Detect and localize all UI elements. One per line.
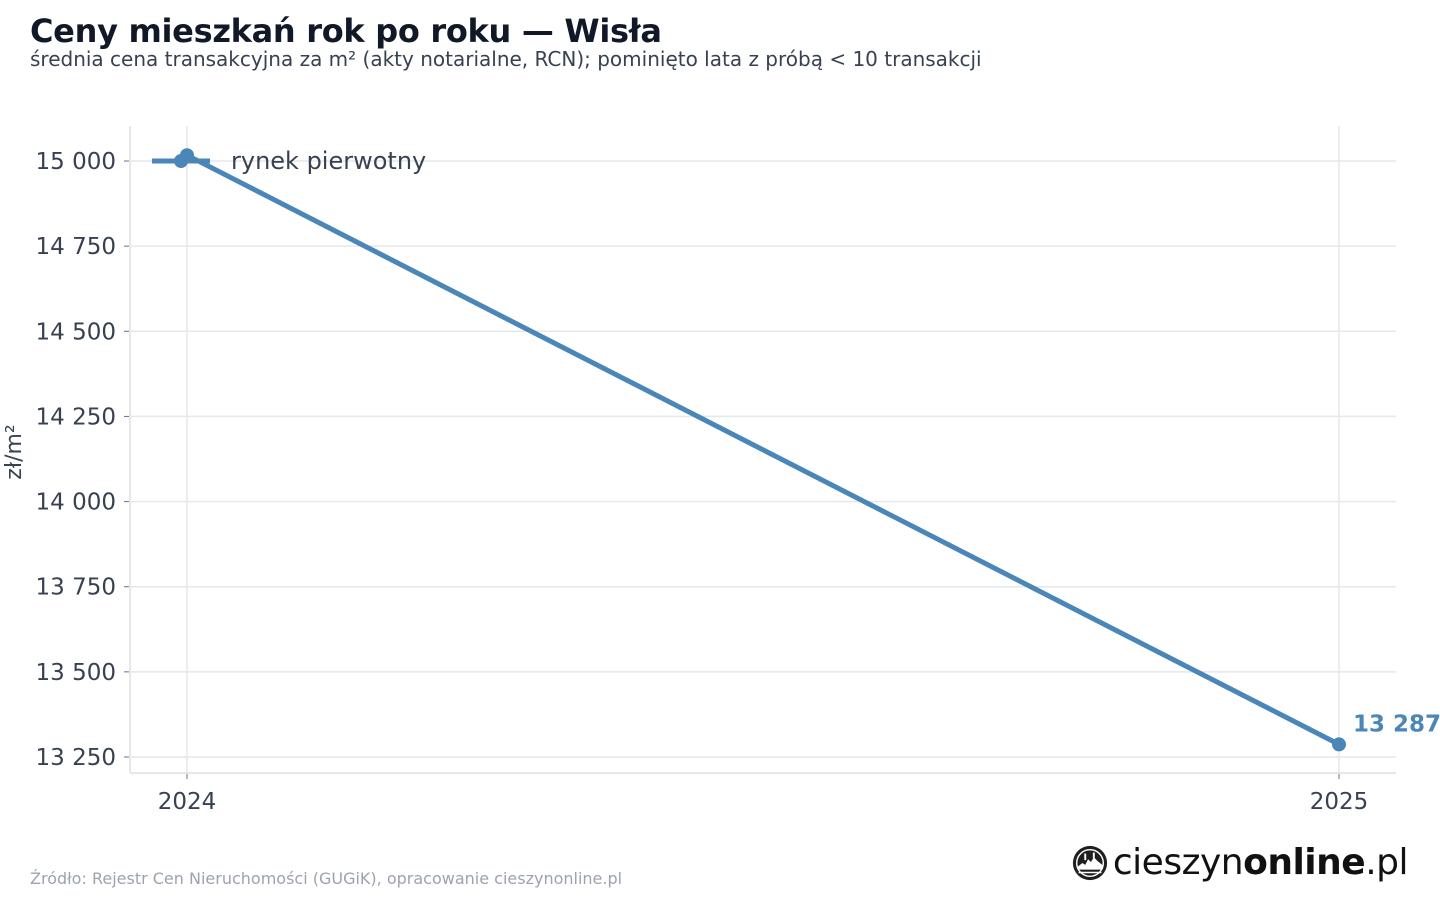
brand-text: cieszynonline.pl: [1112, 842, 1409, 883]
legend-marker: [174, 154, 188, 168]
y-tick-label: 13 500: [36, 660, 116, 686]
end-value-label: 13 287: [1353, 711, 1440, 737]
y-axis-label: zł/m²: [2, 424, 27, 479]
x-tick-label: 2024: [158, 789, 217, 815]
y-tick-label: 14 250: [36, 404, 116, 430]
y-tick-label: 13 750: [36, 575, 116, 601]
legend-layer: rynek pierwotny: [152, 147, 426, 175]
chart-title: Ceny mieszkań rok po roku — Wisła: [30, 12, 662, 50]
y-tick-label: 14 000: [36, 490, 116, 516]
brand-text-part3: .pl: [1365, 842, 1408, 883]
grid-layer: [130, 126, 1396, 773]
x-tick-label: 2025: [1310, 789, 1369, 815]
y-tick-label: 14 750: [36, 234, 116, 260]
legend-label: rynek pierwotny: [231, 147, 426, 175]
source-note: Źródło: Rejestr Cen Nieruchomości (GUGiK…: [30, 869, 623, 888]
axis-layer: 15 000 14 750 14 500 14 250 14 000 13 750 13 5…: [2, 126, 1396, 815]
chart-subtitle: średnia cena transakcyjna za m² (akty no…: [30, 47, 982, 71]
y-tick-label: 14 500: [36, 319, 116, 345]
y-tick-label: 13 250: [36, 745, 116, 771]
brand-logo-icon: [1072, 845, 1107, 880]
brand-text-part2: online: [1243, 842, 1366, 883]
brand-text-part1: cieszyn: [1112, 842, 1244, 883]
brand-logo: cieszynonline.pl: [1071, 842, 1408, 883]
series-line: [184, 152, 1342, 747]
y-tick-label: 15 000: [36, 149, 116, 175]
series-layer: 13 287: [180, 148, 1440, 752]
data-point: [1332, 737, 1346, 752]
